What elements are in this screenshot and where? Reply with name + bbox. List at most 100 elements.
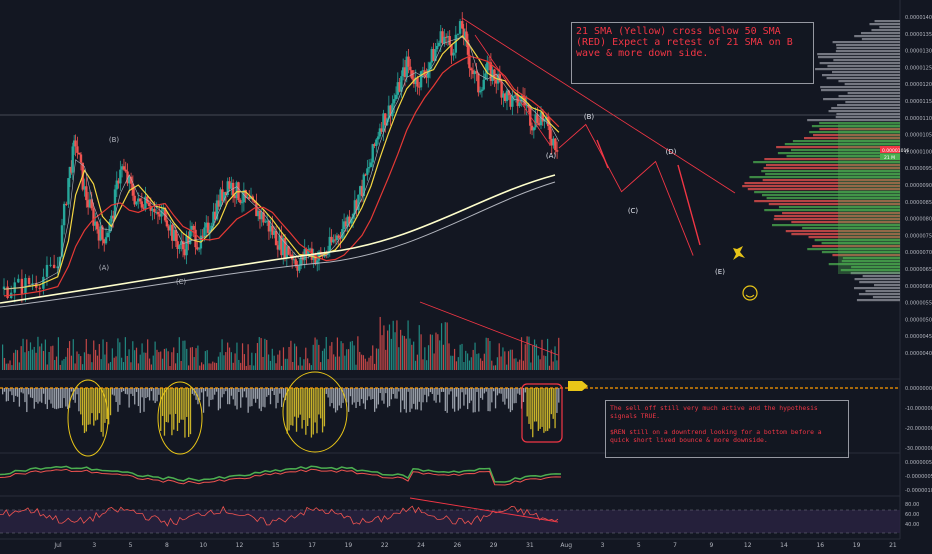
macd-histogram-bar xyxy=(381,388,383,401)
candle-body xyxy=(181,241,185,250)
candle-body xyxy=(76,146,79,153)
macd-histogram-bar xyxy=(480,388,482,398)
volume-bar xyxy=(267,354,270,370)
macd-histogram-bar xyxy=(429,388,432,393)
macd-histogram-bar xyxy=(117,388,119,412)
volume-profile-bar xyxy=(861,38,900,41)
volume-bar xyxy=(102,339,104,370)
candle-body xyxy=(70,166,73,173)
macd-histogram-bar xyxy=(134,388,136,405)
x-axis-tick-label: 10 xyxy=(199,542,207,549)
volume-profile-bar xyxy=(844,83,900,86)
candle-body xyxy=(253,200,256,203)
macd-histogram-bar xyxy=(87,388,89,425)
volume-bar xyxy=(193,357,195,370)
volume-bar xyxy=(491,360,493,370)
macd-histogram-bar xyxy=(493,388,495,392)
highlight-circle xyxy=(157,381,203,455)
volume-bar xyxy=(227,342,229,370)
volume-profile-bar xyxy=(812,245,900,248)
candle-body xyxy=(555,150,559,152)
volume-bar xyxy=(413,341,415,370)
sma-50-line xyxy=(3,55,560,297)
macd-histogram-bar xyxy=(215,388,218,392)
volume-bar xyxy=(13,352,15,370)
candle-body xyxy=(330,236,333,243)
x-axis-tick-label: 15 xyxy=(272,542,280,549)
candle-body xyxy=(454,34,457,53)
volume-bar xyxy=(143,352,145,370)
candle-body xyxy=(418,86,421,88)
candle-body xyxy=(240,202,244,204)
candle-body xyxy=(389,105,392,117)
volume-profile-bar xyxy=(856,299,900,302)
volume-bar xyxy=(496,357,498,370)
volume-bar xyxy=(545,356,547,370)
volume-profile-bar xyxy=(817,53,900,56)
x-axis-tick-label: 9 xyxy=(709,542,713,549)
candle-body xyxy=(450,44,453,56)
macd-histogram-bar xyxy=(535,388,538,422)
candle-body xyxy=(367,167,371,169)
candle-body xyxy=(133,195,136,205)
volume-bar xyxy=(258,337,260,370)
candle-body xyxy=(256,210,260,217)
volume-bar xyxy=(206,350,208,370)
macd-histogram-bar xyxy=(392,388,394,394)
volume-profile-bar xyxy=(772,224,900,227)
volume-profile-bar xyxy=(858,293,900,296)
volume-bar xyxy=(104,354,106,370)
volume-bar xyxy=(333,354,335,370)
macd-histogram-bar xyxy=(139,388,141,413)
volume-bar xyxy=(243,354,245,370)
macd-histogram-bar xyxy=(481,388,484,400)
macd-histogram-bar xyxy=(522,388,525,403)
volume-bar xyxy=(178,337,180,370)
candle-body xyxy=(391,103,394,117)
candle-body xyxy=(230,182,233,189)
candle-body xyxy=(153,208,156,213)
volume-bar xyxy=(556,360,558,370)
candle-body xyxy=(382,113,385,132)
volume-bar xyxy=(266,339,268,370)
candle-body xyxy=(215,200,219,220)
candle-body xyxy=(314,254,317,265)
volume-profile-bar xyxy=(764,209,900,212)
macd-histogram-bar xyxy=(550,388,552,415)
macd-histogram-bar xyxy=(329,388,331,407)
macd-histogram-bar xyxy=(281,388,283,407)
volume-bar xyxy=(3,357,6,370)
macd-histogram-bar xyxy=(24,388,26,403)
volume-bar xyxy=(478,353,480,370)
macd-histogram-bar xyxy=(141,388,143,398)
macd-histogram-bar xyxy=(267,388,270,396)
x-axis-tick-label: 5 xyxy=(637,542,641,549)
macd-histogram-bar xyxy=(528,388,530,424)
rsi-axis-label: 40.00 xyxy=(905,522,919,528)
volume-profile-bar xyxy=(804,137,900,140)
candle-body xyxy=(511,96,514,107)
volume-bar xyxy=(65,356,67,370)
volume-profile-bar xyxy=(809,131,900,134)
volume-bar xyxy=(394,332,396,370)
candle-body xyxy=(350,218,353,224)
candle-body xyxy=(469,68,473,71)
candle-body xyxy=(45,264,49,277)
volume-bar xyxy=(284,358,286,370)
volume-bar xyxy=(186,348,188,370)
volume-bar xyxy=(435,332,437,370)
macd-histogram-bar xyxy=(182,388,184,420)
volume-bar xyxy=(465,350,467,370)
candle-body xyxy=(477,73,480,93)
volume-bar xyxy=(234,353,236,370)
macd-histogram-bar xyxy=(18,388,21,407)
volume-bar xyxy=(420,334,422,370)
candle-body xyxy=(346,216,349,227)
volume-profile-bar xyxy=(842,257,900,260)
volume-bar xyxy=(171,352,173,370)
macd-histogram-bar xyxy=(504,388,506,405)
candle-body xyxy=(162,207,165,211)
